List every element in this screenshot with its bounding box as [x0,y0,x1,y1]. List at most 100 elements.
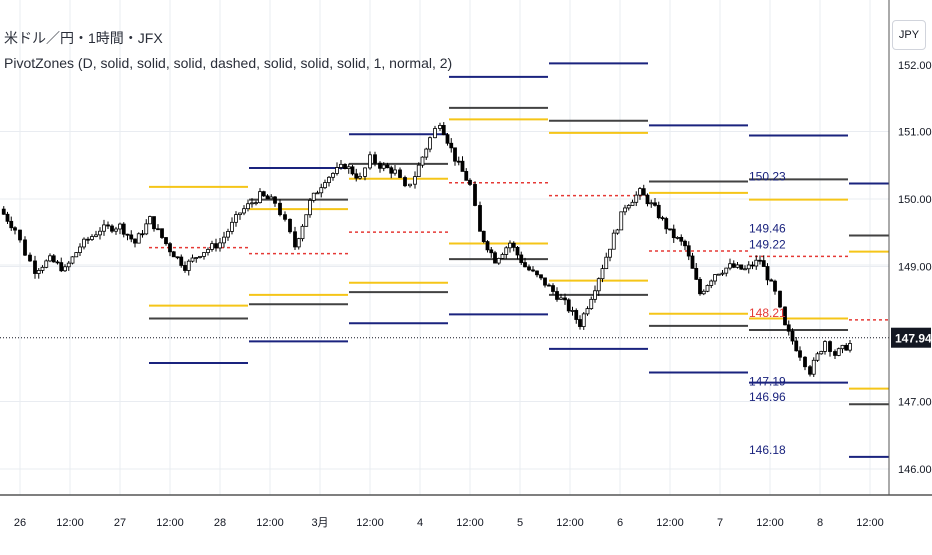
candle-body [769,279,774,282]
candle-body [778,290,782,308]
candle-body [319,187,324,194]
candlesticks [1,122,852,377]
candle-body [114,228,118,232]
candle-body [634,194,639,203]
time-tick-label: 3月 [311,517,328,529]
candle-body [515,246,520,256]
time-tick-label: 12:00 [156,517,184,529]
candle-body [242,208,246,214]
candle-body [828,341,832,352]
candle-body [33,260,37,274]
price-tick-label: 146.000 [898,464,932,476]
candle-body [393,169,397,174]
candle-body [819,350,824,355]
time-tick-label: 12:00 [256,517,284,529]
candle-body [186,260,191,271]
candle-body [408,183,412,187]
candle-body [416,164,421,178]
candle-body [140,233,145,236]
candle-body [5,213,10,222]
candle-body [238,212,242,216]
candle-body [511,242,516,248]
currency-button[interactable]: JPY [892,20,926,50]
candle-body [485,241,490,251]
candle-body [750,264,755,267]
candle-body [331,173,335,178]
candle-body [94,234,98,237]
candle-body [566,299,571,312]
candle-body [713,274,717,282]
candle-body [653,202,657,206]
candle-body [226,231,230,238]
candle-body [570,310,575,312]
candle-body [844,344,849,351]
candle-body [608,248,612,258]
candle-body [413,176,417,185]
candle-body [630,201,635,206]
candle-body [59,262,64,272]
time-tick-label: 12:00 [356,517,384,529]
candle-body [574,310,579,320]
candle-body [460,160,465,172]
candle-body [626,205,631,209]
candle-body [683,240,687,247]
time-tick-label: 5 [517,517,523,529]
last-price-badge [891,327,931,348]
candle-body [13,227,17,231]
candle-body [656,204,661,219]
candle-body [645,194,650,205]
candle-body [168,243,172,253]
candle-body [794,340,799,352]
candle-body [585,308,590,315]
chart-title: 米ドル／円・1時間・JFX [4,30,163,46]
candle-body [478,205,482,232]
candle-body [589,298,594,310]
time-tick-label: 27 [114,517,126,529]
time-tick-label: 28 [214,517,226,529]
candle-body [596,278,601,292]
candle-body [686,245,691,257]
indicator-legend[interactable]: PivotZones (D, solid, solid, solid, dash… [4,55,453,71]
candle-body [720,272,725,275]
last-price-label: 147.945 [895,332,932,346]
candle-body [354,173,359,179]
candle-body [175,256,180,259]
candle-body [198,255,202,258]
candle-body [254,202,258,205]
time-tick-label: 26 [14,517,26,529]
candle-body [125,233,130,236]
candle-body [102,224,106,232]
candle-body [144,223,149,235]
candle-body [786,324,791,332]
candle-body [121,223,126,235]
candle-body [438,125,442,129]
candle-body [623,207,627,213]
candle-body [815,353,820,361]
candle-body [265,195,270,200]
candle-body [40,266,45,271]
time-tick-label: 12:00 [856,517,884,529]
candle-body [563,297,567,301]
candle-body [363,167,367,177]
candle-body [378,162,382,169]
candle-body [90,236,94,240]
candle-body [758,259,762,262]
candle-body [481,230,486,242]
candle-body [668,228,672,231]
candle-body [456,160,461,163]
candle-body [445,134,450,144]
candle-body [214,243,218,249]
candle-body [690,255,695,269]
candle-body [728,263,732,269]
candle-body [23,239,27,256]
candle-body [671,228,676,239]
candle-body [559,297,563,300]
candle-body [246,203,250,210]
candle-body [78,246,82,253]
candle-body [716,273,721,276]
candle-body [283,214,287,220]
time-tick-label: 12:00 [756,517,784,529]
candle-body [315,192,320,195]
candle-body [335,167,339,174]
